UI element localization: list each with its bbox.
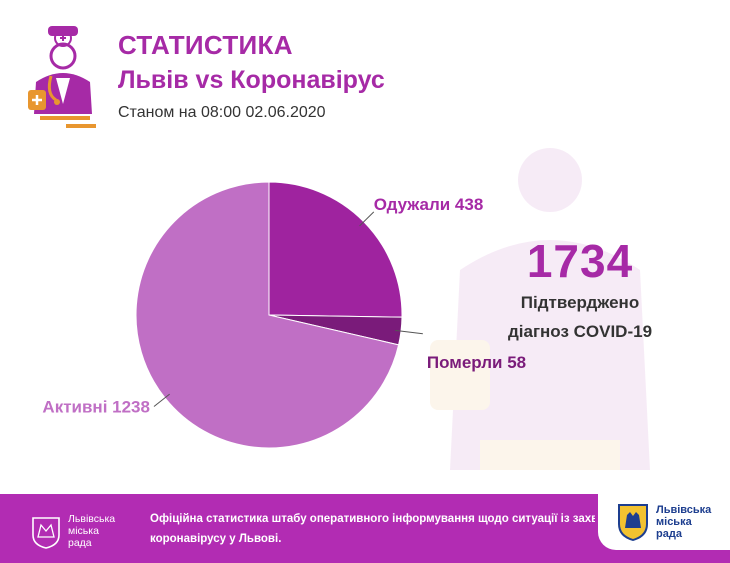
city-crest-outline-icon [32, 517, 60, 549]
doctor-icon [28, 26, 96, 128]
footer-bar: Львівська міська рада Офіційна статистик… [0, 494, 730, 563]
leader-line-deaths [395, 329, 423, 335]
data-label-deaths: Померли 58 [427, 353, 526, 372]
total-cases-number: 1734 [526, 235, 634, 287]
leader-line-recovered [359, 211, 375, 227]
footer-logo-right-name: Львівська міська рада [656, 504, 712, 540]
city-crest-icon [618, 504, 648, 541]
caption-line-1: Підтверджено [520, 293, 640, 312]
page-subtitle: Львів vs Коронавірус [118, 66, 385, 94]
footer-logo-left: Львівська міська рада [30, 511, 140, 551]
footer-text-line-2: коронавірусу у Львові. [150, 533, 282, 545]
as-of-label: Станом на [118, 104, 197, 121]
total-cases-caption: Підтверджено діагноз COVID-19 [490, 288, 670, 346]
data-label-recovered: Одужали 438 [374, 195, 484, 214]
leader-line-active [153, 393, 170, 407]
caption-line-2: діагноз COVID-19 [507, 322, 653, 341]
background-doctor-icon [430, 148, 650, 470]
footer-text-line-1: Офіційна статистика штабу оперативного і… [150, 513, 595, 525]
pie-chart: Одужали 438 Померли 58 Активні 1238 [42, 181, 526, 449]
page-title: СТАТИСТИКА [118, 30, 293, 60]
data-label-active: Активні 1238 [42, 398, 150, 417]
footer-logo-right: Львівська міська рада [598, 494, 730, 550]
footer-logo-left-name: Львівська міська рада [68, 513, 116, 549]
as-of-datetime: 08:00 02.06.2020 [200, 104, 326, 121]
as-of-timestamp: Станом на 08:00 02.06.2020 [118, 104, 326, 122]
footer-statement: Офіційна статистика штабу оперативного і… [150, 509, 595, 551]
